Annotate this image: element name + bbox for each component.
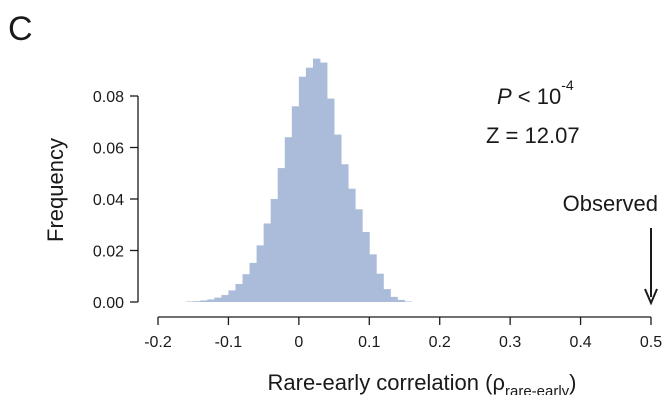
histogram-bar	[383, 289, 391, 302]
p-value-annotation: P < 10-4	[497, 77, 574, 109]
histogram-bar	[263, 223, 272, 302]
histogram-bar	[376, 273, 384, 302]
histogram-bar	[221, 295, 229, 302]
y-tick-label: 0.04	[93, 192, 124, 209]
histogram-bar	[235, 283, 243, 302]
x-tick-label: 0.5	[640, 334, 662, 351]
y-axis-label: Frequency	[43, 138, 68, 242]
x-tick-label: 0.3	[499, 334, 521, 351]
x-axis-label-subscript: rare-early	[505, 383, 570, 395]
histogram-bar	[327, 98, 335, 302]
histogram-bar	[228, 290, 236, 302]
histogram-bar	[390, 296, 398, 302]
histogram-bar	[305, 67, 314, 302]
histogram-bar	[397, 299, 405, 302]
p-symbol: P	[497, 84, 512, 109]
x-tick-label: -0.1	[215, 334, 243, 351]
y-tick-label: 0.00	[93, 295, 124, 312]
histogram-bar	[186, 301, 194, 302]
p-text: < 10	[512, 84, 562, 109]
histogram-bar	[193, 301, 201, 302]
p-exponent: -4	[561, 77, 574, 93]
y-tick-label: 0.06	[93, 141, 124, 158]
y-axis: 0.00 0.02 0.04 0.06 0.08	[93, 89, 139, 312]
x-axis-label: Rare-early correlation (ρrare-early)	[268, 370, 577, 395]
histogram-bar	[277, 168, 286, 302]
x-tick-label: 0.2	[429, 334, 451, 351]
histogram-bar	[270, 199, 279, 302]
histogram-bar	[284, 137, 293, 302]
panel-label: C	[8, 10, 33, 48]
x-tick-label: -0.2	[144, 334, 172, 351]
histogram-bar	[319, 62, 328, 303]
observed-arrow	[644, 228, 658, 306]
histogram-bars	[186, 58, 412, 303]
histogram-bar	[214, 297, 222, 302]
histogram-bar	[291, 106, 300, 302]
x-axis: -0.2 -0.1 0 0.1 0.2 0.3 0.4 0.5	[144, 316, 662, 351]
x-tick-label: 0.1	[358, 334, 380, 351]
histogram-bar	[249, 262, 257, 302]
z-score-annotation: Z = 12.07	[486, 123, 580, 148]
x-tick-label: 0.4	[569, 334, 591, 351]
observed-arrow-head	[644, 288, 658, 306]
y-tick-label: 0.08	[93, 89, 124, 106]
histogram-bar	[348, 188, 356, 302]
histogram-bar	[334, 134, 342, 302]
histogram-bar	[256, 245, 265, 302]
x-axis-label-main: Rare-early correlation (ρ	[268, 370, 505, 395]
histogram-bar	[312, 58, 321, 302]
histogram-bar	[298, 76, 307, 302]
histogram-bar	[207, 299, 215, 302]
y-tick-label: 0.02	[93, 244, 124, 261]
histogram-bar	[341, 164, 349, 302]
x-axis-label-close: )	[569, 370, 576, 395]
histogram-bar	[200, 300, 208, 302]
histogram-bar	[369, 254, 377, 302]
histogram-bar	[404, 301, 412, 302]
histogram-bar	[242, 274, 250, 302]
histogram-bar	[355, 209, 363, 302]
x-tick-label: 0	[294, 334, 303, 351]
observed-label: Observed	[563, 191, 658, 216]
histogram-bar	[362, 231, 370, 302]
